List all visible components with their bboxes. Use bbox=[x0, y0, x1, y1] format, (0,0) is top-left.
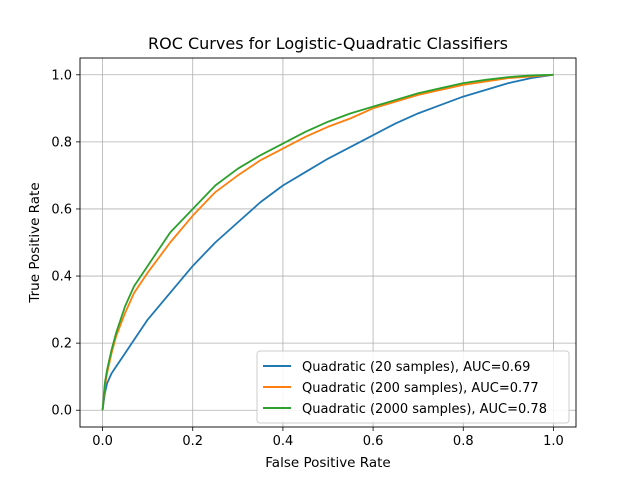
y-tick-label: 0.0 bbox=[51, 404, 72, 419]
y-tick-label: 0.2 bbox=[51, 337, 72, 352]
y-tick-label: 1.0 bbox=[51, 68, 72, 83]
plot-frame bbox=[79, 57, 577, 428]
x-tick-label: 0.6 bbox=[363, 434, 384, 449]
x-tick-label: 0.2 bbox=[182, 434, 203, 449]
legend-box bbox=[256, 350, 570, 424]
legend-label-200: Quadratic (200 samples), AUC=0.77 bbox=[302, 381, 539, 396]
ticks: 0.0 0.2 0.4 0.6 0.8 1.0 0.0 0.2 0.4 0.6 0.8 1.0 bbox=[51, 68, 563, 449]
x-tick-label: 0.8 bbox=[453, 434, 474, 449]
legend: Quadratic (20 samples), AUC=0.69 Quadrat… bbox=[256, 350, 570, 424]
y-tick-label: 0.4 bbox=[51, 270, 72, 285]
roc-line-20-samples bbox=[101, 73, 554, 411]
roc-line-200-samples bbox=[101, 73, 554, 411]
chart-title: ROC Curves for Logistic-Quadratic Classi… bbox=[148, 34, 508, 53]
y-tick-label: 0.6 bbox=[51, 202, 72, 217]
y-tick-label: 0.8 bbox=[51, 135, 72, 150]
legend-label-2000: Quadratic (2000 samples), AUC=0.78 bbox=[302, 402, 547, 417]
x-tick-label: 0.4 bbox=[273, 434, 294, 449]
roc-line-2000-samples bbox=[101, 73, 554, 411]
x-tick-label: 1.0 bbox=[543, 434, 564, 449]
grid bbox=[80, 58, 576, 427]
legend-label-20: Quadratic (20 samples), AUC=0.69 bbox=[302, 360, 530, 375]
y-axis-label: True Positive Rate bbox=[27, 182, 43, 303]
x-tick-label: 0.0 bbox=[92, 434, 113, 449]
series-lines bbox=[101, 73, 554, 411]
x-axis-label: False Positive Rate bbox=[265, 455, 390, 471]
